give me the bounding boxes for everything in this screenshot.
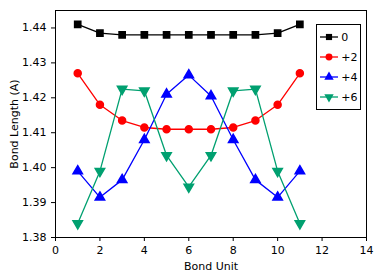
svg-text:1.39: 1.39 — [22, 196, 47, 209]
svg-text:1.43: 1.43 — [22, 56, 47, 69]
svg-text:1.40: 1.40 — [22, 161, 47, 174]
svg-text:Bond Unit: Bond Unit — [184, 260, 239, 273]
svg-text:14: 14 — [360, 244, 374, 257]
svg-text:6: 6 — [185, 244, 192, 257]
html-text:+4: +4 — [341, 70, 358, 84]
html-text:+2: +2 — [341, 50, 358, 64]
svg-text:1.41: 1.41 — [22, 126, 47, 139]
html-text:0: 0 — [341, 30, 349, 44]
svg-text:8: 8 — [230, 244, 237, 257]
svg-text:4: 4 — [141, 244, 148, 257]
svg-text:0: 0 — [52, 244, 59, 257]
svg-text:10: 10 — [271, 244, 285, 257]
svg-text:1.42: 1.42 — [22, 91, 47, 104]
svg-text:1.44: 1.44 — [22, 21, 47, 34]
svg-text:1.38: 1.38 — [22, 231, 47, 244]
html-text:+6: +6 — [341, 90, 358, 104]
svg-text:Bond Length (A): Bond Length (A) — [8, 79, 21, 168]
svg-text:12: 12 — [315, 244, 329, 257]
svg-text:2: 2 — [96, 244, 103, 257]
